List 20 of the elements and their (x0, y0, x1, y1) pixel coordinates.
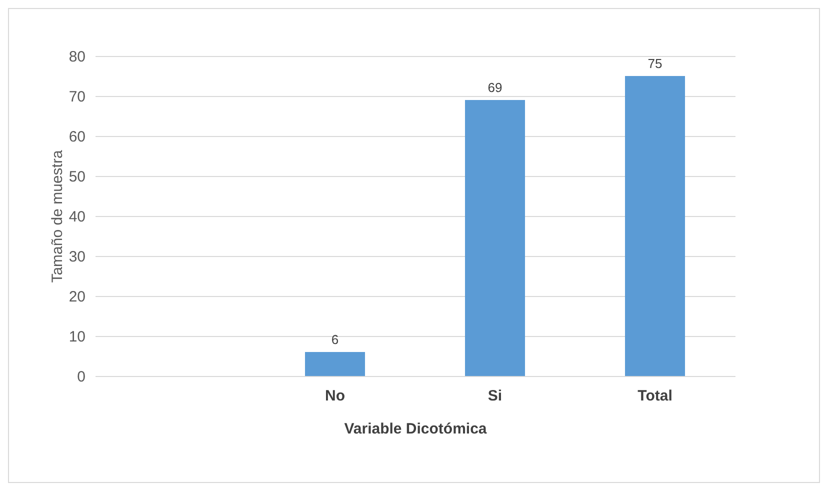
y-tick-label: 50 (68, 168, 86, 186)
bar (465, 100, 525, 376)
y-tick-label: 70 (68, 88, 86, 106)
y-tick-label: 40 (68, 208, 86, 226)
y-tick-label: 60 (68, 128, 86, 146)
x-axis-title: Variable Dicotómica (344, 420, 488, 438)
x-tick-label: Total (638, 388, 672, 404)
y-tick-label: 10 (68, 328, 86, 346)
bar (625, 76, 685, 376)
x-tick-label: Si (488, 388, 502, 404)
y-axis-title: Tamaño de muestra (48, 150, 66, 283)
x-tick-label: No (325, 388, 345, 404)
data-label: 6 (331, 332, 339, 347)
data-label: 69 (488, 80, 502, 95)
bar (305, 352, 365, 376)
y-tick-label: 80 (68, 48, 86, 66)
y-tick-label: 20 (68, 288, 86, 306)
y-tick-label: 30 (68, 248, 86, 266)
data-label: 75 (648, 56, 662, 71)
y-tick-label: 0 (77, 368, 86, 386)
